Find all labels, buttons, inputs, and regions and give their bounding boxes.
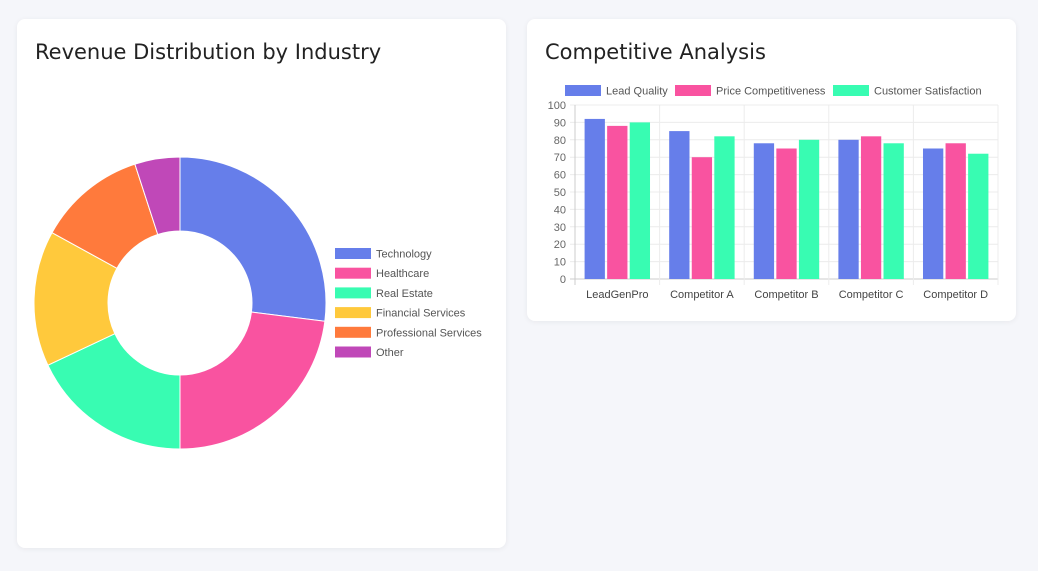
bar-price-competitiveness: [607, 125, 628, 279]
donut-slice-healthcare: [179, 311, 326, 450]
legend-swatch: [335, 326, 371, 338]
x-tick-label: Competitor C: [839, 289, 904, 301]
y-tick-label: 50: [554, 187, 566, 199]
legend-label: Price Competitiveness: [716, 86, 826, 98]
legend-swatch: [335, 267, 371, 279]
y-tick-label: 90: [554, 117, 566, 129]
donut-chart: Technology Healthcare Real Estate Financial…: [33, 156, 482, 450]
bar-customer-satisfaction: [968, 153, 989, 279]
legend-label: Lead Quality: [606, 86, 668, 98]
bar-customer-satisfaction: [714, 136, 735, 279]
x-tick-label: Competitor D: [923, 289, 988, 301]
bar-lead-quality: [922, 148, 944, 279]
bar-price-competitiveness: [945, 143, 966, 279]
legend-swatch: [335, 346, 371, 358]
donut-slice-other: [134, 156, 181, 236]
legend-label: Other: [376, 347, 404, 359]
legend-label: Professional Services: [376, 327, 482, 339]
donut-slice-technology: [179, 156, 327, 322]
y-tick-label: 80: [554, 135, 566, 147]
x-tick-label: Competitor A: [670, 289, 734, 301]
revenue-distribution-card: Revenue Distribution by Industry Technol…: [17, 19, 506, 548]
chart-title: Revenue Distribution by Industry: [35, 40, 382, 64]
y-tick-label: 70: [554, 152, 566, 164]
y-tick-label: 100: [548, 100, 566, 112]
bar-price-competitiveness: [860, 136, 882, 279]
y-tick-label: 0: [560, 274, 566, 286]
y-tick-label: 20: [554, 239, 566, 251]
bar-chart: Lead Quality Price Competitiveness Custome…: [548, 85, 999, 301]
legend-label: Healthcare: [376, 268, 429, 280]
bar-customer-satisfaction: [883, 143, 904, 279]
legend-swatch: [565, 85, 601, 96]
y-tick-label: 40: [554, 204, 566, 216]
y-tick-label: 10: [554, 257, 566, 269]
bar-customer-satisfaction: [798, 139, 820, 279]
bar-price-competitiveness: [691, 157, 713, 279]
legend-swatch: [335, 287, 371, 299]
x-tick-label: Competitor B: [754, 289, 818, 301]
bar-lead-quality: [753, 143, 775, 279]
x-tick-label: LeadGenPro: [586, 289, 648, 301]
legend-label: Customer Satisfaction: [874, 86, 982, 98]
y-tick-label: 30: [554, 222, 566, 234]
competitive-analysis-card: Competitive Analysis Lead Quality Price C…: [527, 19, 1016, 321]
donut-slice-real-estate: [47, 332, 181, 450]
bar-lead-quality: [669, 131, 690, 279]
bar-lead-quality: [584, 118, 605, 279]
legend-label: Financial Services: [376, 308, 466, 320]
chart-title: Competitive Analysis: [545, 40, 766, 64]
legend-label: Real Estate: [376, 288, 433, 300]
legend-swatch: [335, 307, 371, 319]
bar-lead-quality: [838, 139, 859, 279]
y-tick-label: 60: [554, 170, 566, 182]
legend-swatch: [335, 248, 371, 259]
legend-swatch: [675, 85, 711, 96]
bar-price-competitiveness: [776, 148, 797, 279]
legend-swatch: [833, 85, 869, 96]
bar-customer-satisfaction: [629, 122, 651, 280]
legend-label: Technology: [376, 249, 432, 261]
